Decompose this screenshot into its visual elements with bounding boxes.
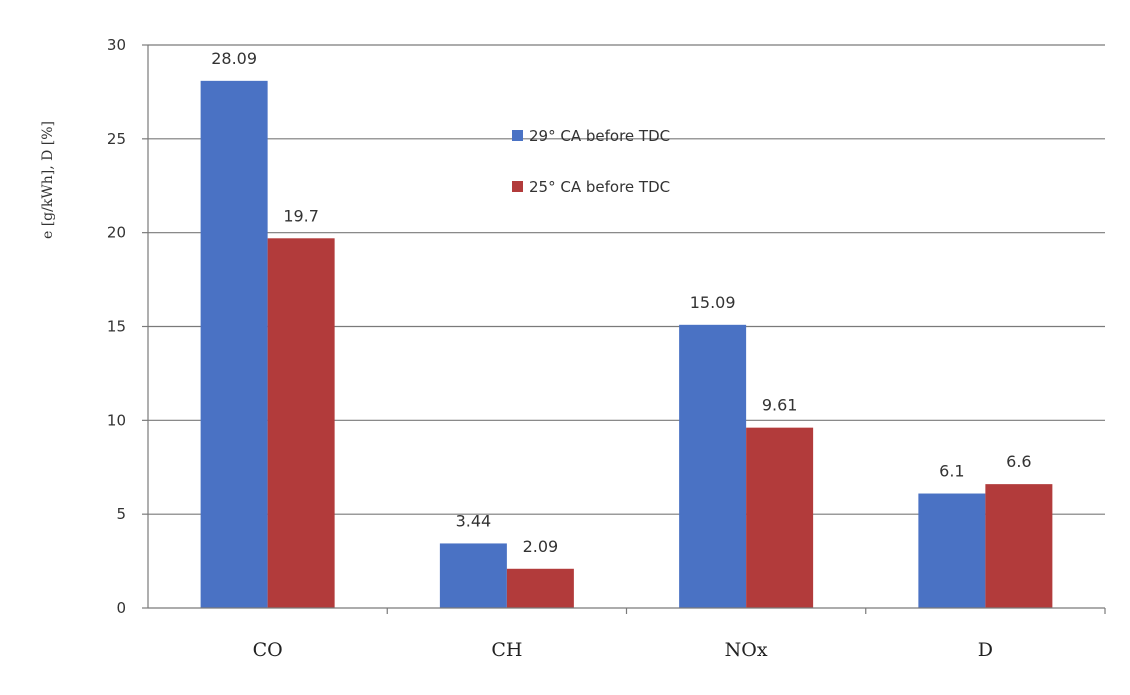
x-tick-label: CH xyxy=(491,639,522,661)
data-label: 15.09 xyxy=(690,293,736,312)
data-label: 19.7 xyxy=(283,206,319,225)
x-tick-label: CO xyxy=(253,639,283,661)
x-tick-label: NOx xyxy=(725,639,768,661)
bar xyxy=(267,238,335,608)
legend-label: 29° CA before TDC xyxy=(529,127,670,145)
y-axis-label: e [g/kWh], D [%] xyxy=(40,121,56,239)
bar xyxy=(918,493,986,608)
data-label: 2.09 xyxy=(523,537,559,556)
data-label: 6.1 xyxy=(939,462,964,481)
x-tick-label: D xyxy=(978,639,993,661)
bar xyxy=(985,484,1053,608)
y-tick-label: 25 xyxy=(107,130,126,148)
bar xyxy=(679,324,747,608)
y-tick-label: 0 xyxy=(116,599,126,617)
bar xyxy=(200,80,268,608)
data-label: 28.09 xyxy=(211,49,257,68)
y-tick-label: 5 xyxy=(116,505,126,523)
data-label: 3.44 xyxy=(456,511,492,530)
legend-swatch xyxy=(512,130,523,141)
data-label: 6.6 xyxy=(1006,452,1031,471)
legend-swatch xyxy=(512,181,523,192)
bar xyxy=(506,568,574,608)
legend-label: 25° CA before TDC xyxy=(529,178,670,196)
data-label: 9.61 xyxy=(762,396,798,415)
bar xyxy=(439,543,507,608)
y-tick-label: 20 xyxy=(107,224,126,242)
y-tick-label: 30 xyxy=(107,36,126,54)
bar xyxy=(746,427,814,608)
y-tick-label: 15 xyxy=(107,318,126,336)
y-tick-label: 10 xyxy=(107,411,126,429)
